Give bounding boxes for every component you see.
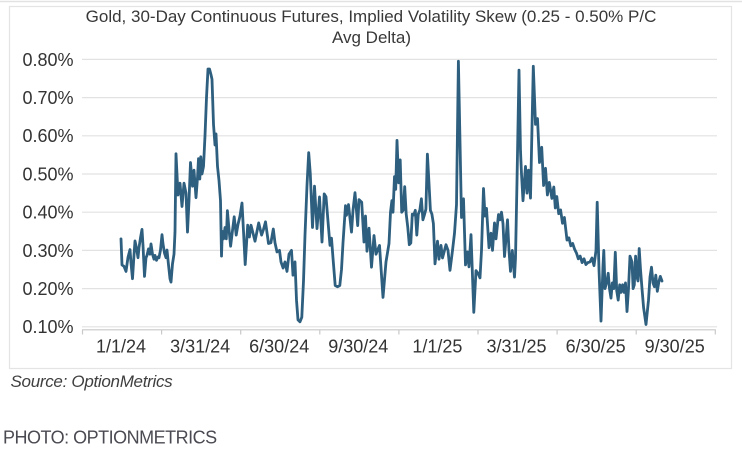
svg-text:0.80%: 0.80% xyxy=(22,50,73,70)
svg-text:1/1/25: 1/1/25 xyxy=(412,337,462,357)
svg-text:9/30/25: 9/30/25 xyxy=(645,337,705,357)
svg-text:0.20%: 0.20% xyxy=(22,279,73,299)
svg-text:0.60%: 0.60% xyxy=(22,126,73,146)
svg-text:0.30%: 0.30% xyxy=(22,241,73,261)
svg-text:0.10%: 0.10% xyxy=(22,317,73,337)
svg-text:3/31/24: 3/31/24 xyxy=(170,337,230,357)
svg-text:0.40%: 0.40% xyxy=(22,203,73,223)
svg-text:9/30/24: 9/30/24 xyxy=(328,337,388,357)
svg-text:Gold, 30-Day Continuous Future: Gold, 30-Day Continuous Futures, Implied… xyxy=(86,7,657,26)
svg-text:1/1/24: 1/1/24 xyxy=(96,337,146,357)
svg-text:Source: OptionMetrics: Source: OptionMetrics xyxy=(11,372,174,391)
svg-text:3/31/25: 3/31/25 xyxy=(486,337,546,357)
svg-text:0.50%: 0.50% xyxy=(22,164,73,184)
svg-text:Avg Delta): Avg Delta) xyxy=(332,28,411,47)
svg-text:PHOTO: OPTIONMETRICS: PHOTO: OPTIONMETRICS xyxy=(3,427,217,447)
svg-text:6/30/24: 6/30/24 xyxy=(249,337,309,357)
svg-text:6/30/25: 6/30/25 xyxy=(566,337,626,357)
svg-text:0.70%: 0.70% xyxy=(22,88,73,108)
